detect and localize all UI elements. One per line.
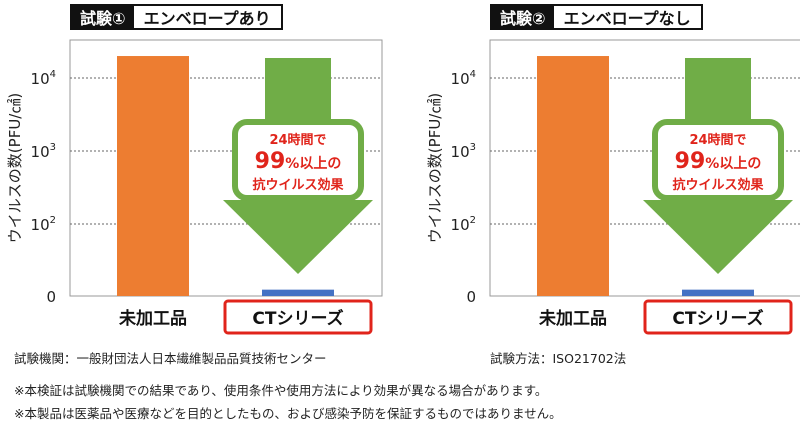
annotation-line-2: 99%以上の — [675, 149, 762, 174]
arrow-shaft — [265, 58, 331, 130]
highlight-box — [643, 299, 793, 335]
y-tick-label: 0 — [46, 288, 56, 306]
arrow-shaft — [685, 58, 751, 130]
y-axis-label: ウイルスの数(PFU/㎠) — [6, 93, 24, 243]
chart-title-box-2: 試験② エンベロープなし — [490, 4, 703, 30]
y-axis-label: ウイルスの数(PFU/㎠) — [426, 93, 444, 243]
y-tick-label: 104 — [31, 69, 56, 88]
y-tick-label: 0 — [466, 288, 476, 306]
chart-panel-2: 試験② エンベロープなし 0 102 103 104 ウイルスの数(PFU/㎠) 24時間… — [420, 0, 800, 340]
chart-title-tag-2: 試験② — [492, 6, 554, 28]
annotation-line-1: 24時間で — [269, 132, 326, 148]
chart-title-1: エンベロープあり — [133, 6, 281, 28]
annotation-line-1: 24時間で — [689, 132, 746, 148]
x-tick-label: 未加工品 — [538, 308, 607, 329]
footnote-institution: 試験機関：一般財団法人日本繊維製品品質技術センター — [14, 351, 327, 366]
footnote-method: 試験方法：ISO21702法 — [490, 351, 627, 366]
chart-title-box-1: 試験① エンベロープあり — [70, 4, 283, 30]
y-tick-label: 103 — [31, 142, 56, 161]
bar — [117, 56, 189, 296]
chart-2: 0 102 103 104 ウイルスの数(PFU/㎠) 24時間で99%以上の抗ウイルス効… — [426, 39, 800, 335]
arrow-head — [223, 200, 373, 274]
bar — [682, 289, 754, 296]
annotation-box — [652, 119, 784, 201]
chart-panel-1: 試験① エンベロープあり 0 102 103 104 ウイルスの数(PFU/㎠) 24時間… — [0, 0, 400, 340]
bar — [537, 56, 609, 296]
x-tick-label: CTシリーズ — [252, 308, 343, 329]
footnote-note-1: ※本検証は試験機関での結果であり、使用条件や使用方法により効果が異なる場合があり… — [14, 383, 548, 398]
chart-title-tag-1: 試験① — [72, 6, 134, 28]
annotation-box — [232, 119, 364, 201]
highlight-box — [223, 299, 373, 335]
arrow-head — [643, 200, 793, 274]
plot-frame — [489, 39, 800, 297]
annotation-line-2: 99%以上の — [255, 149, 342, 174]
y-tick-label: 104 — [451, 69, 476, 88]
x-tick-label: 未加工品 — [118, 308, 187, 329]
y-tick-label: 102 — [451, 215, 476, 234]
annotation-line-3: 抗ウイルス効果 — [252, 177, 343, 193]
chart-1: 0 102 103 104 ウイルスの数(PFU/㎠) 24時間で99%以上の抗ウイルス効… — [6, 39, 383, 335]
plot-frame — [69, 39, 383, 297]
x-tick-label: CTシリーズ — [672, 308, 763, 329]
annotation-line-3: 抗ウイルス効果 — [672, 177, 763, 193]
footnote-note-2: ※本製品は医薬品や医療などを目的としたもの、および感染予防を保証するものではあり… — [14, 406, 562, 421]
y-tick-label: 102 — [31, 215, 56, 234]
y-tick-label: 103 — [451, 142, 476, 161]
chart-title-2: エンベロープなし — [553, 6, 701, 28]
bar — [262, 289, 334, 296]
